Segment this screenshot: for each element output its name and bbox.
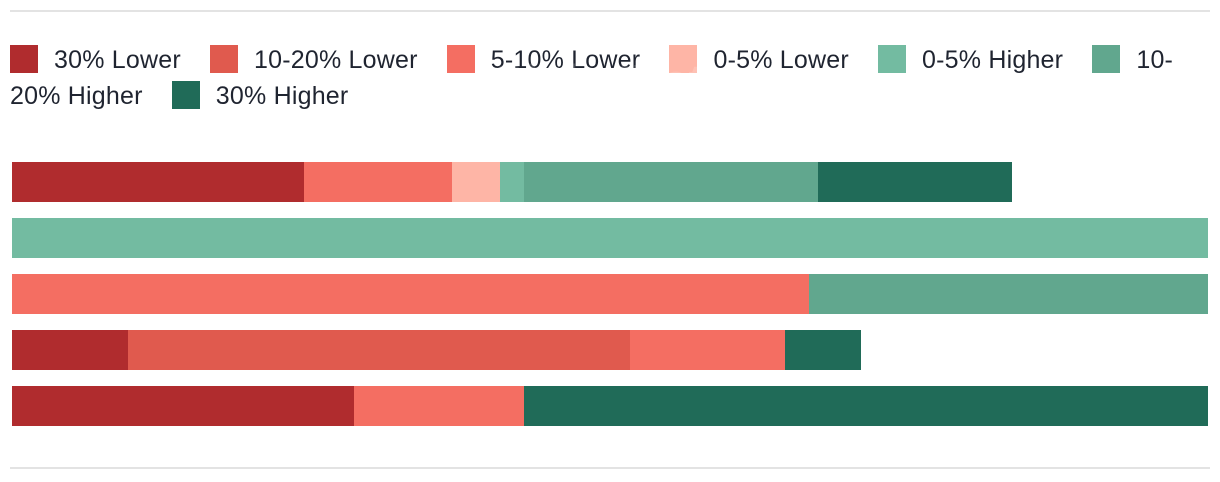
bar-segment xyxy=(784,330,862,370)
legend-swatch xyxy=(171,81,200,109)
bar-segment xyxy=(523,162,819,202)
legend-label: 0-5% Lower xyxy=(713,46,849,74)
bar-segment xyxy=(303,162,453,202)
legend-label: 5-10% Lower xyxy=(490,46,641,74)
bar-segment xyxy=(12,330,128,370)
bar-segment xyxy=(12,162,304,202)
bar-segment xyxy=(499,162,524,202)
legend-label: 0-5% Higher xyxy=(922,46,1064,74)
bar-row xyxy=(12,274,1208,314)
bar-segment xyxy=(12,274,809,314)
bottom-divider xyxy=(10,467,1210,469)
legend-label: 30% Lower xyxy=(54,46,181,74)
legend-swatch xyxy=(446,45,475,73)
bar-segment xyxy=(523,386,1208,426)
legend-item: 10-20% Higher xyxy=(10,45,1174,110)
legend-item: 5-10% Lower xyxy=(446,45,641,74)
legend-item: 0-5% Lower xyxy=(669,45,849,74)
bar-row xyxy=(12,218,1208,258)
chart-legend: 30% Lower 10-20% Lower 5-10% Lower 0-5% … xyxy=(10,42,1210,114)
legend-item: 30% Lower xyxy=(10,45,181,74)
bar-segment xyxy=(128,330,631,370)
top-divider xyxy=(10,10,1210,12)
bar-row xyxy=(12,162,1208,202)
legend-swatch xyxy=(669,45,698,73)
legend-item: 0-5% Higher xyxy=(878,45,1064,74)
bar-segment xyxy=(630,330,785,370)
bar-segment xyxy=(12,386,355,426)
legend-swatch xyxy=(878,45,907,73)
legend-label: 10-20% Lower xyxy=(254,46,418,74)
legend-label: 10-20% Higher xyxy=(10,46,1174,110)
bar-segment xyxy=(818,162,1012,202)
bar-segment xyxy=(12,218,1208,258)
legend-swatch xyxy=(10,45,38,73)
legend-label: 30% Higher xyxy=(215,82,349,110)
legend-item: 30% Higher xyxy=(171,81,349,110)
stacked-bar-chart xyxy=(12,162,1208,452)
bar-segment xyxy=(808,274,1208,314)
bar-segment xyxy=(452,162,500,202)
bar-segment xyxy=(354,386,524,426)
legend-item: 10-20% Lower xyxy=(210,45,418,74)
bar-row xyxy=(12,330,1208,370)
bar-row xyxy=(12,386,1208,426)
legend-swatch xyxy=(210,45,239,73)
legend-swatch xyxy=(1092,45,1121,73)
